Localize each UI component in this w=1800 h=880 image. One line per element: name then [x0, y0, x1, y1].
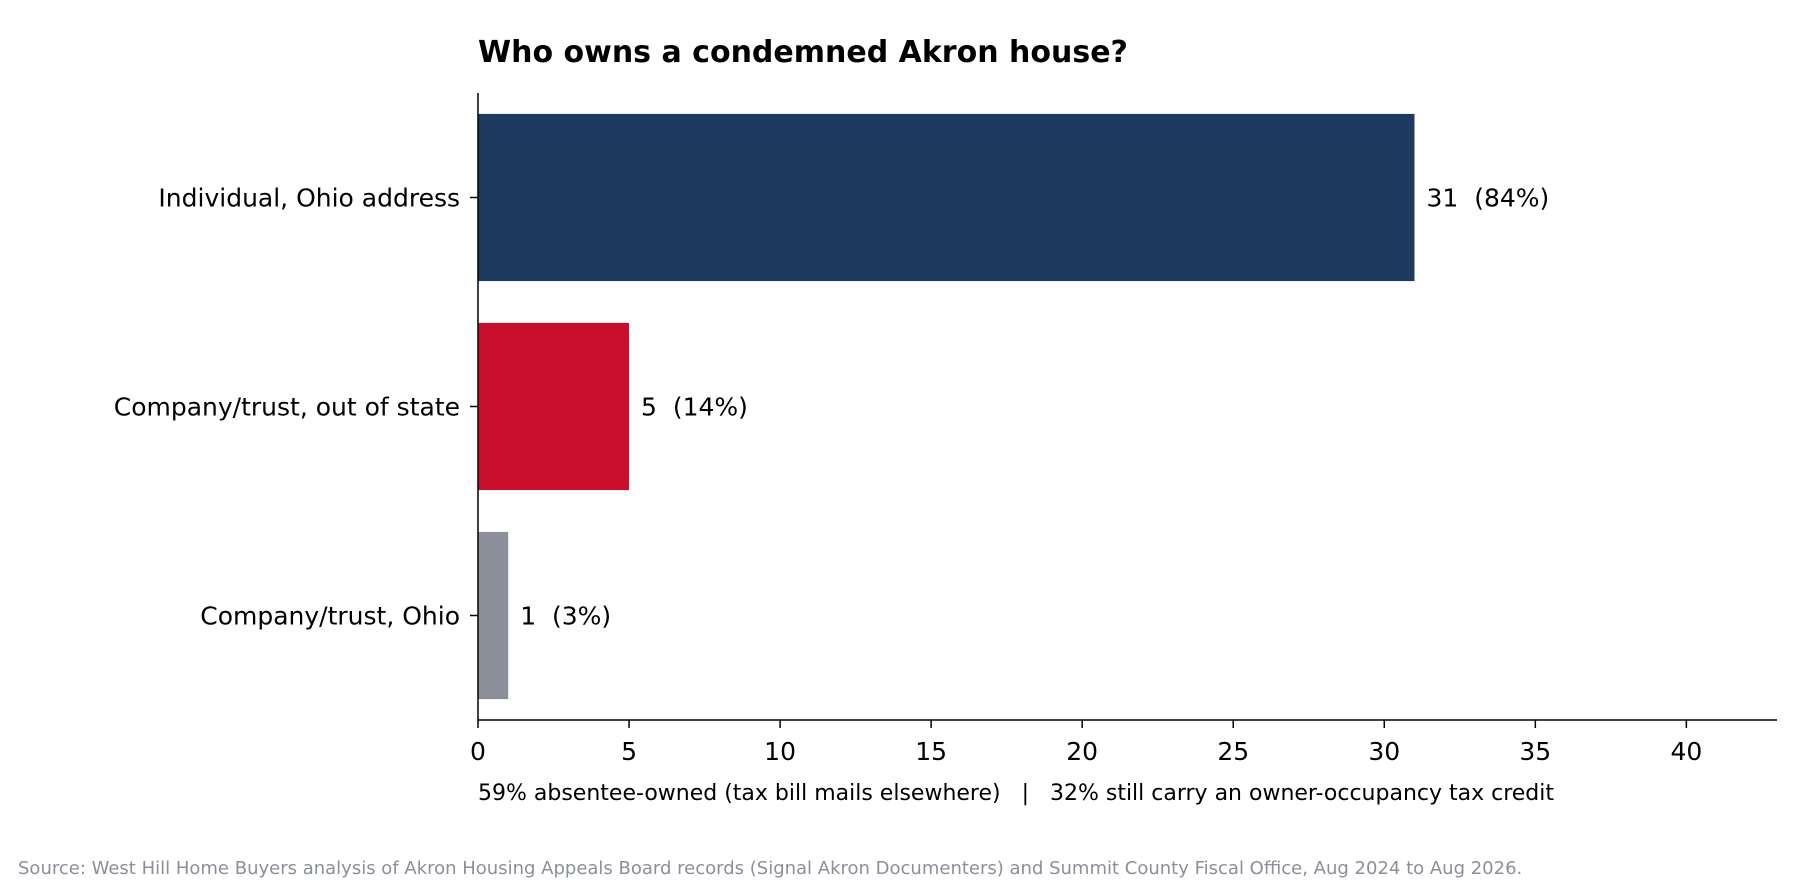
- bar-0: [478, 113, 1415, 282]
- x-tick-label-6: 30: [1368, 737, 1400, 766]
- bars-layer: 31 (84%) 5 (14%) 1 (3%): [478, 113, 1549, 700]
- x-tick-label-7: 35: [1519, 737, 1551, 766]
- bar-2: [478, 531, 509, 700]
- chart-title: Who owns a condemned Akron house?: [478, 35, 1128, 70]
- x-tick-label-5: 25: [1217, 737, 1249, 766]
- x-tick-label-3: 15: [915, 737, 947, 766]
- value-label-2: 1 (3%): [520, 602, 611, 631]
- source-note: Source: West Hill Home Buyers analysis o…: [18, 858, 1522, 879]
- value-label-0: 31 (84%): [1426, 184, 1549, 213]
- category-label-2: Company/trust, Ohio: [200, 602, 460, 631]
- x-tick-label-4: 20: [1066, 737, 1098, 766]
- chart-note: 59% absentee-owned (tax bill mails elsew…: [478, 781, 1554, 806]
- x-tick-label-2: 10: [764, 737, 796, 766]
- x-tick-label-1: 5: [621, 737, 637, 766]
- category-label-0: Individual, Ohio address: [158, 184, 460, 213]
- x-tick-label-0: 0: [470, 737, 486, 766]
- bar-1: [478, 322, 630, 491]
- value-label-1: 5 (14%): [641, 393, 748, 422]
- x-tick-label-8: 40: [1670, 737, 1702, 766]
- category-label-1: Company/trust, out of state: [114, 393, 460, 422]
- axes-layer: Individual, Ohio address Company/trust, o…: [114, 93, 1777, 766]
